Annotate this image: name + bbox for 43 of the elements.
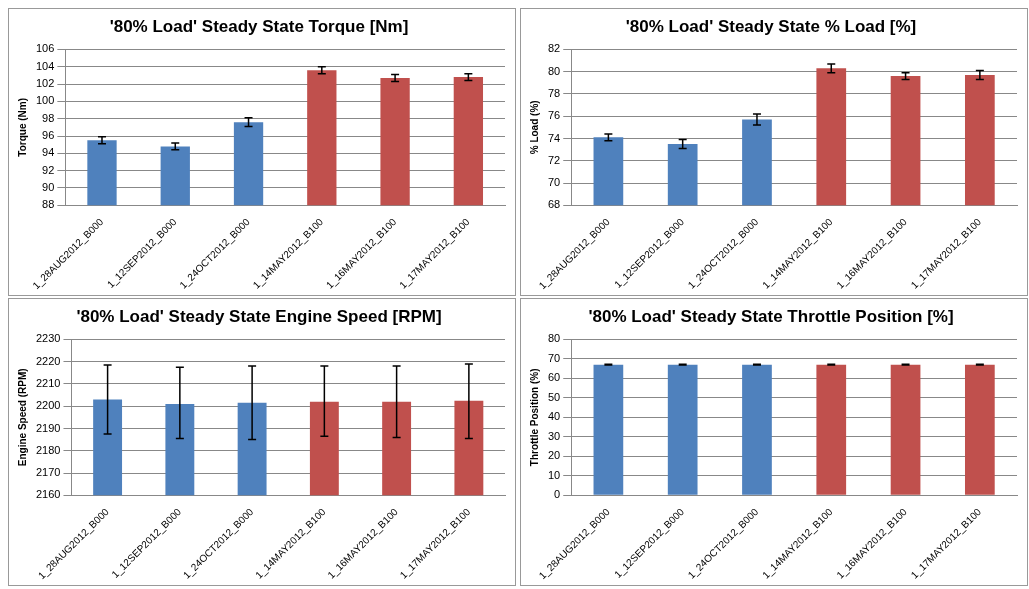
y-tick-label: 2180 bbox=[35, 443, 61, 456]
y-tick-label: 92 bbox=[42, 163, 55, 176]
y-tick-label: 2230 bbox=[35, 332, 61, 345]
y-axis-title: Throttle Position (%) bbox=[528, 368, 540, 467]
y-tick-label: 2220 bbox=[35, 354, 61, 367]
y-tick-label: 80 bbox=[547, 64, 561, 77]
y-tick-label: 2210 bbox=[35, 376, 61, 389]
y-tick-label: 50 bbox=[547, 390, 561, 403]
y-tick-label: 2170 bbox=[35, 466, 61, 479]
y-tick-label: 68 bbox=[547, 198, 561, 211]
y-tick-label: 80 bbox=[547, 332, 561, 345]
y-tick-label: 70 bbox=[547, 351, 561, 364]
chart-title: '80% Load' Steady State % Load [%] bbox=[625, 16, 917, 36]
y-tick-label: 10 bbox=[547, 468, 561, 481]
y-tick-label: 20 bbox=[547, 449, 561, 462]
y-tick-label: 98 bbox=[42, 111, 55, 124]
y-tick-label: 104 bbox=[35, 59, 55, 72]
y-tick-label: 106 bbox=[35, 42, 55, 55]
y-tick-label: 96 bbox=[42, 129, 55, 142]
y-tick-label: 60 bbox=[547, 371, 561, 384]
y-tick-label: 94 bbox=[42, 146, 55, 159]
y-axis-title: % Load (%) bbox=[528, 100, 540, 155]
y-tick-label: 30 bbox=[547, 429, 561, 442]
chart-title: '80% Load' Steady State Engine Speed [RPM] bbox=[76, 306, 442, 326]
y-tick-label: 0 bbox=[554, 488, 561, 501]
y-tick-label: 2190 bbox=[35, 421, 61, 434]
y-tick-label: 76 bbox=[547, 109, 561, 122]
y-tick-label: 82 bbox=[547, 42, 561, 55]
y-tick-label: 40 bbox=[547, 410, 561, 423]
y-tick-label: 2160 bbox=[35, 488, 61, 501]
y-tick-label: 70 bbox=[547, 176, 561, 189]
y-tick-label: 90 bbox=[42, 181, 55, 193]
chart-title: '80% Load' Steady State Throttle Position [%] bbox=[588, 306, 954, 326]
y-axis-title: Engine Speed (RPM) bbox=[16, 368, 28, 467]
y-tick-label: 100 bbox=[35, 94, 55, 107]
y-tick-label: 74 bbox=[547, 131, 561, 144]
y-tick-label: 78 bbox=[547, 86, 561, 99]
y-tick-label: 88 bbox=[42, 198, 55, 211]
y-tick-label: 2200 bbox=[35, 399, 61, 412]
y-tick-label: 72 bbox=[547, 153, 561, 166]
y-tick-label: 102 bbox=[35, 77, 55, 90]
y-axis-title: Torque (Nm) bbox=[16, 97, 28, 157]
chart-title: '80% Load' Steady State Torque [Nm] bbox=[109, 16, 409, 36]
